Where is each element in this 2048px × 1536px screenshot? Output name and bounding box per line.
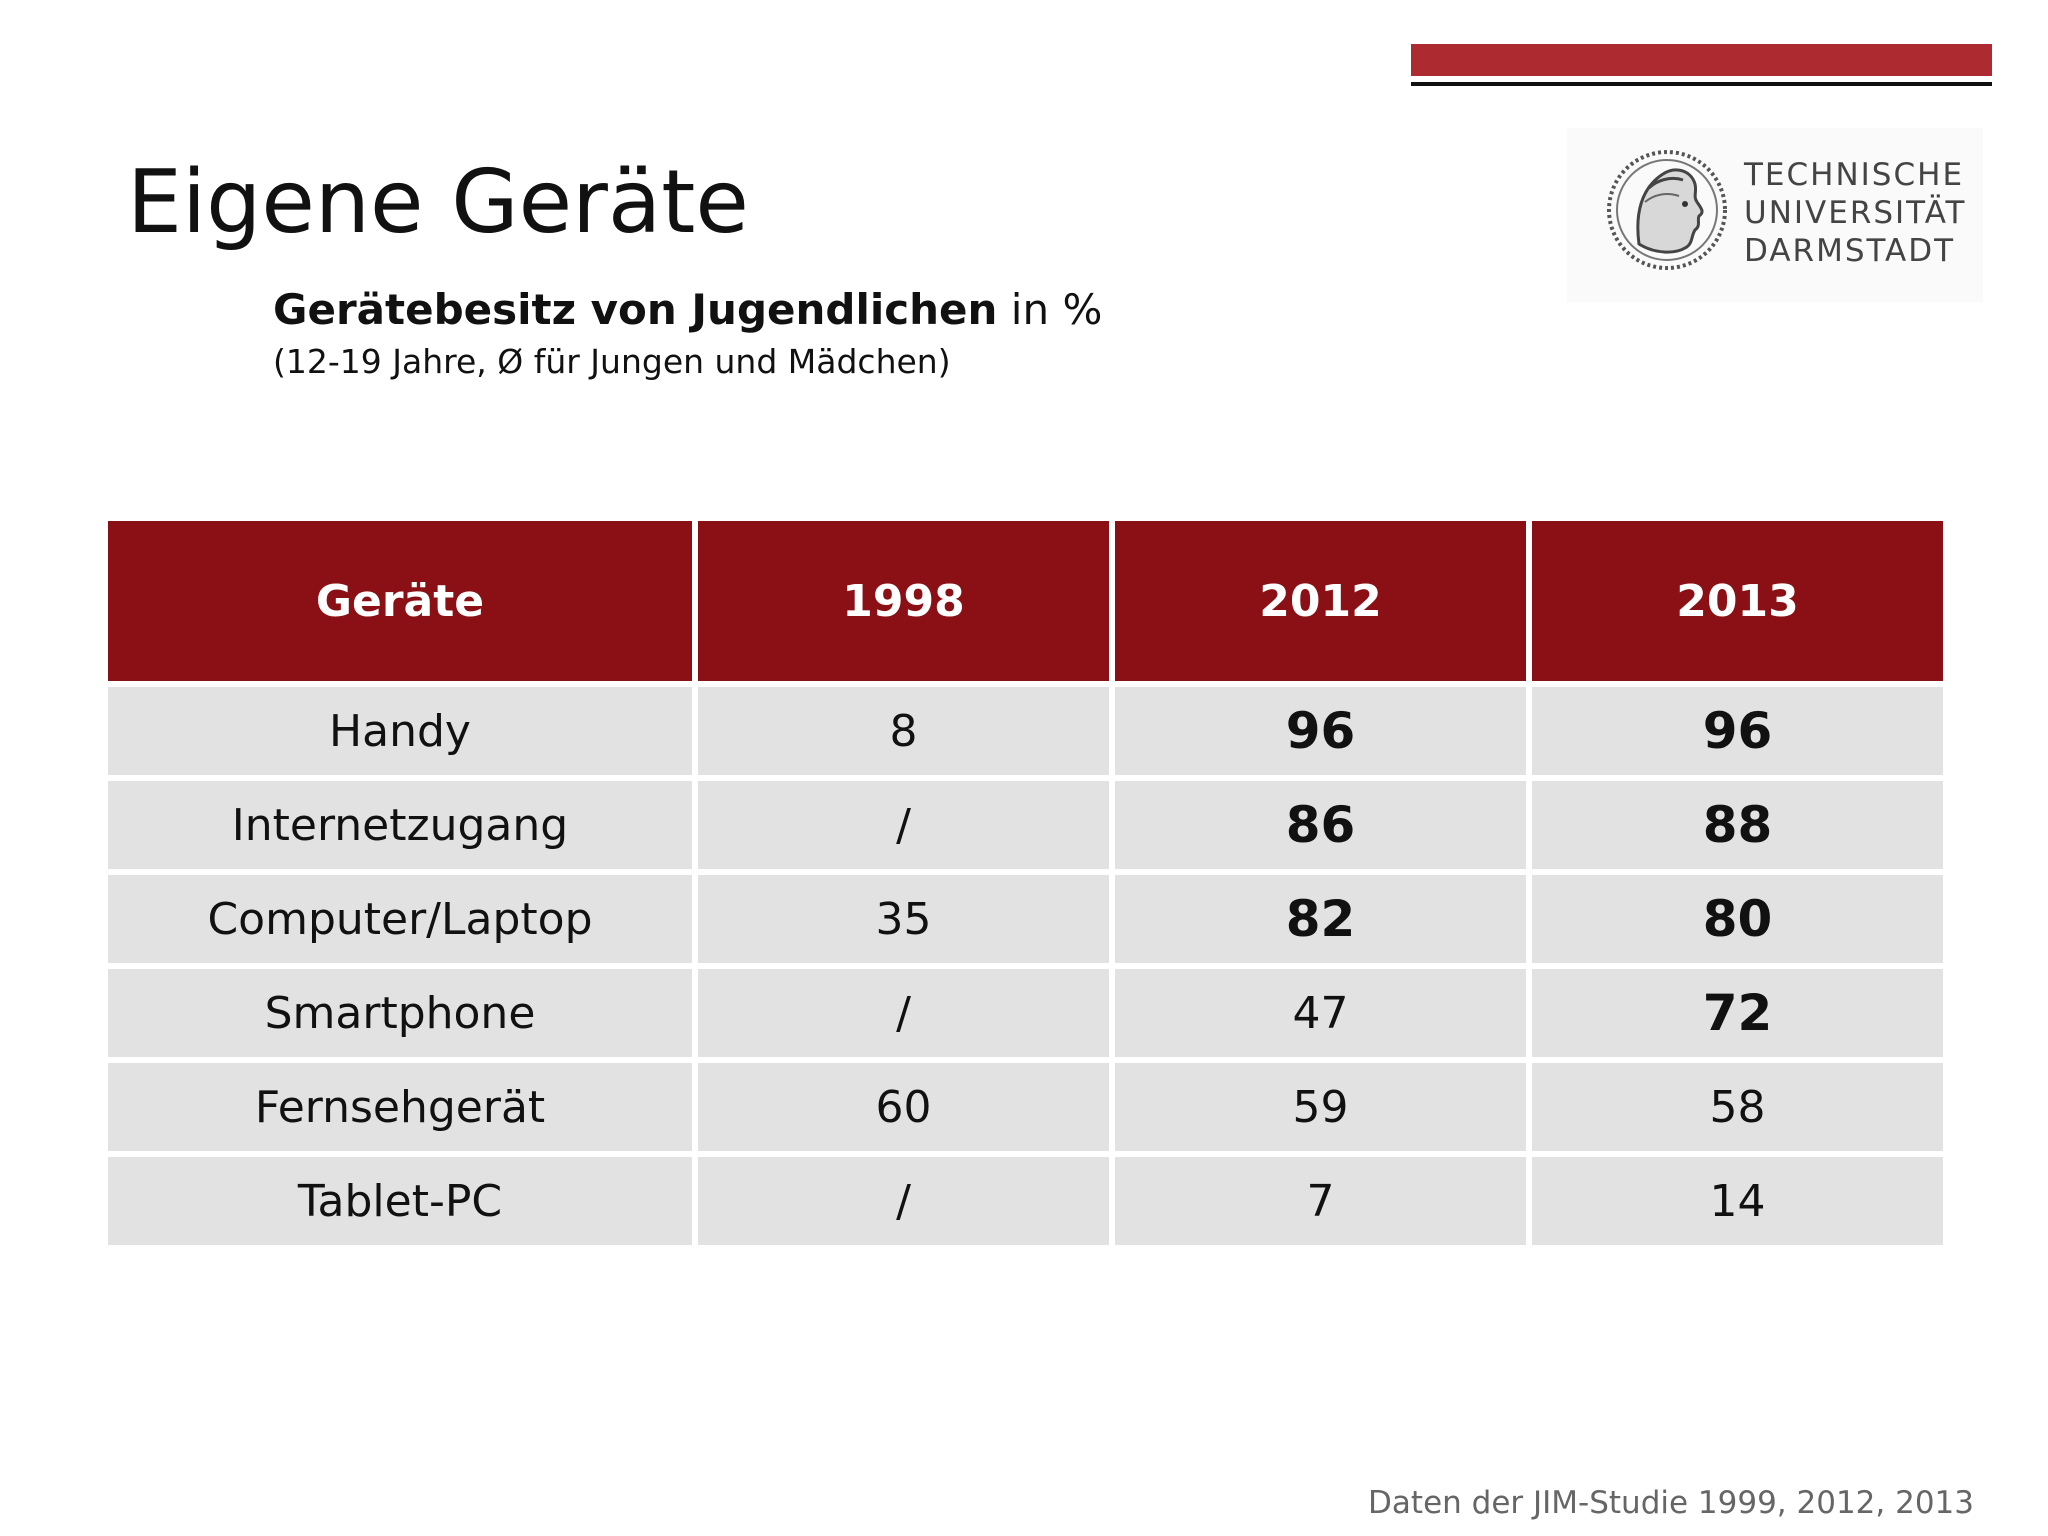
device-cell: Computer/Laptop [108,875,692,963]
subtitle-unit: in % [997,285,1103,334]
header-1998: 1998 [698,521,1109,681]
value-2013-cell: 80 [1532,875,1943,963]
value-1998-cell: 60 [698,1063,1109,1151]
device-cell: Handy [108,687,692,775]
value-1998-cell: 35 [698,875,1109,963]
table-header-row: Geräte 1998 2012 2013 [108,521,1943,681]
device-ownership-table: Geräte 1998 2012 2013 Handy 8 96 96 Inte… [102,515,1949,1251]
accent-bar [1411,44,1992,76]
table-subtitle: Gerätebesitz von Jugendlichen in % [273,282,1102,338]
header-devices: Geräte [108,521,692,681]
value-1998-cell: / [698,781,1109,869]
header-2013: 2013 [1532,521,1943,681]
accent-rule [1411,82,1992,86]
source-footnote: Daten der JIM-Studie 1999, 2012, 2013 [1368,1485,1974,1521]
value-2013-cell: 72 [1532,969,1943,1057]
table-row: Tablet-PC / 7 14 [108,1157,1943,1245]
logo-wordmark: TECHNISCHE UNIVERSITÄT DARMSTADT [1744,156,1966,270]
logo-line-3: DARMSTADT [1744,233,1956,269]
university-logo: TECHNISCHE UNIVERSITÄT DARMSTADT [1567,128,1983,302]
device-cell: Internetzugang [108,781,692,869]
value-2012-cell: 7 [1115,1157,1526,1245]
table-row: Fernsehgerät 60 59 58 [108,1063,1943,1151]
value-1998-cell: / [698,969,1109,1057]
device-cell: Smartphone [108,969,692,1057]
table-row: Computer/Laptop 35 82 80 [108,875,1943,963]
header-2012: 2012 [1115,521,1526,681]
value-2012-cell: 47 [1115,969,1526,1057]
value-2013-cell: 96 [1532,687,1943,775]
table-note: (12-19 Jahre, Ø für Jungen und Mädchen) [273,342,951,381]
value-2013-cell: 58 [1532,1063,1943,1151]
value-2013-cell: 88 [1532,781,1943,869]
value-2012-cell: 82 [1115,875,1526,963]
value-1998-cell: 8 [698,687,1109,775]
logo-line-2: UNIVERSITÄT [1744,195,1967,231]
value-2012-cell: 59 [1115,1063,1526,1151]
athena-seal-icon [1607,150,1727,270]
device-cell: Tablet-PC [108,1157,692,1245]
device-cell: Fernsehgerät [108,1063,692,1151]
logo-line-1: TECHNISCHE [1744,157,1965,193]
table-row: Smartphone / 47 72 [108,969,1943,1057]
table-row: Handy 8 96 96 [108,687,1943,775]
value-2012-cell: 86 [1115,781,1526,869]
table-row: Internetzugang / 86 88 [108,781,1943,869]
subtitle-bold: Gerätebesitz von Jugendlichen [273,285,998,334]
value-2013-cell: 14 [1532,1157,1943,1245]
value-2012-cell: 96 [1115,687,1526,775]
slide-title: Eigene Geräte [127,151,749,253]
value-1998-cell: / [698,1157,1109,1245]
